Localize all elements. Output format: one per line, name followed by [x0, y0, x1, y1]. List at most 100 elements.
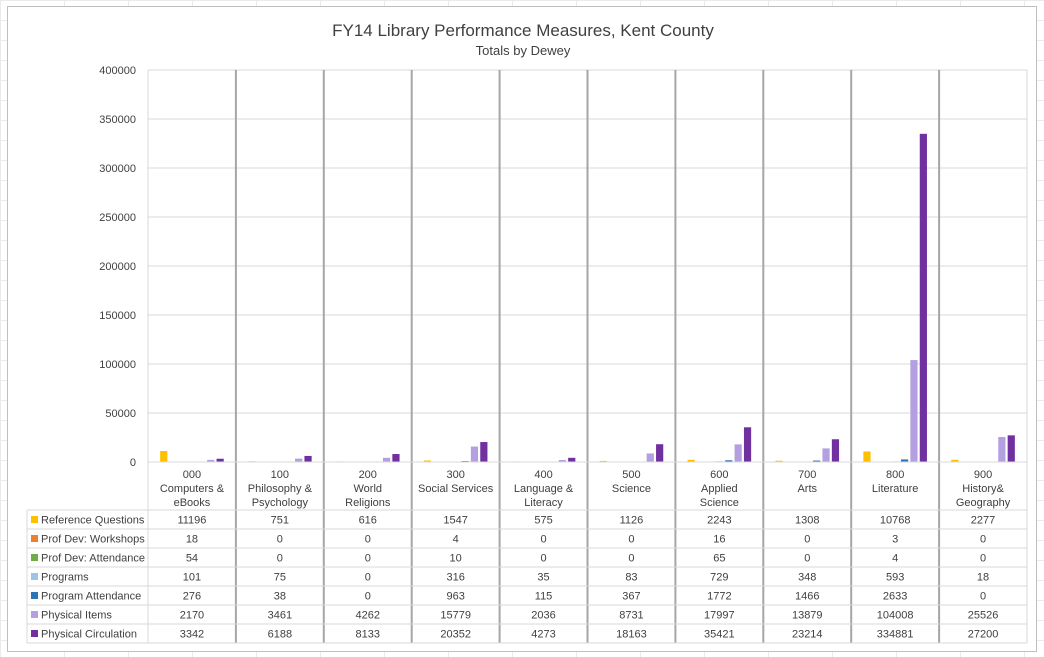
- table-cell: 10: [450, 553, 462, 565]
- bar: [725, 460, 733, 462]
- table-cell: 4: [892, 553, 898, 565]
- table-cell: 1466: [795, 591, 819, 603]
- category-label: Social Services: [418, 483, 494, 495]
- table-cell: 4262: [356, 610, 380, 622]
- table-cell: 2277: [971, 515, 995, 527]
- y-tick-label: 400000: [99, 65, 136, 77]
- legend-entry: Prof Dev: Attendance: [41, 553, 145, 565]
- table-cell: 0: [365, 572, 371, 584]
- table-cell: 0: [277, 553, 283, 565]
- category-label: World: [353, 483, 382, 495]
- bar: [558, 460, 566, 462]
- table-cell: 276: [183, 591, 201, 603]
- bar: [775, 460, 783, 462]
- category-label: 300: [446, 469, 464, 481]
- table-cell: 10768: [880, 515, 911, 527]
- table-cell: 751: [271, 515, 289, 527]
- bar: [423, 460, 432, 462]
- table-cell: 13879: [792, 610, 823, 622]
- legend-key: [31, 554, 38, 561]
- legend-entry: Program Attendance: [41, 591, 141, 603]
- bar: [687, 459, 695, 462]
- table-cell: 35421: [704, 629, 735, 641]
- bar: [951, 459, 959, 462]
- chart-title: FY14 Library Performance Measures, Kent …: [332, 21, 714, 40]
- table-cell: 0: [365, 534, 371, 546]
- table-cell: 316: [446, 572, 464, 584]
- table-cell: 104008: [877, 610, 914, 622]
- category-label: 100: [271, 469, 289, 481]
- table-cell: 75: [274, 572, 286, 584]
- legend-entry: Physical Circulation: [41, 629, 137, 641]
- bar: [900, 459, 909, 462]
- table-cell: 35: [537, 572, 549, 584]
- category-label: 900: [974, 469, 992, 481]
- category-label: Literature: [872, 483, 918, 495]
- legend-key: [31, 630, 38, 637]
- table-cell: 6188: [268, 629, 292, 641]
- table-cell: 18: [186, 534, 198, 546]
- bar: [646, 453, 654, 462]
- category-label: Geography: [956, 497, 1011, 509]
- bar: [831, 439, 840, 462]
- table-cell: 1308: [795, 515, 819, 527]
- y-tick-label: 250000: [99, 212, 136, 224]
- category-label: 200: [359, 469, 377, 481]
- category-label: eBooks: [174, 497, 211, 509]
- category-label: Psychology: [252, 497, 309, 509]
- table-cell: 8133: [356, 629, 380, 641]
- bar: [910, 360, 918, 462]
- table-cell: 3: [892, 534, 898, 546]
- category-label: Science: [612, 483, 651, 495]
- bar: [919, 133, 927, 462]
- chart-subtitle: Totals by Dewey: [475, 43, 571, 58]
- table-cell: 3342: [180, 629, 204, 641]
- y-tick-label: 0: [130, 457, 136, 469]
- legend-entry: Programs: [41, 572, 89, 584]
- table-cell: 0: [628, 534, 634, 546]
- y-tick-label: 150000: [99, 310, 136, 322]
- table-cell: 38: [274, 591, 286, 603]
- table-cell: 2243: [707, 515, 731, 527]
- table-cell: 3461: [268, 610, 292, 622]
- bar: [207, 459, 215, 462]
- legend-entry: Physical Items: [41, 610, 112, 622]
- table-cell: 54: [186, 553, 198, 565]
- table-cell: 0: [980, 553, 986, 565]
- table-cell: 25526: [968, 610, 999, 622]
- category-label: Literacy: [524, 497, 563, 509]
- chart-area[interactable]: FY14 Library Performance Measures, Kent …: [7, 6, 1037, 652]
- table-cell: 593: [886, 572, 904, 584]
- category-label: Computers &: [160, 483, 225, 495]
- table-cell: 1772: [707, 591, 731, 603]
- table-cell: 11196: [177, 515, 206, 527]
- table-cell: 65: [713, 553, 725, 565]
- bar: [480, 442, 488, 462]
- category-label: Arts: [797, 483, 817, 495]
- table-cell: 1126: [620, 515, 644, 527]
- table-cell: 0: [540, 553, 546, 565]
- y-tick-label: 300000: [99, 163, 136, 175]
- table-cell: 15779: [440, 610, 471, 622]
- category-label: 500: [622, 469, 640, 481]
- category-label: 700: [798, 469, 816, 481]
- legend-key: [31, 592, 38, 599]
- legend-key: [31, 535, 38, 542]
- category-label: Language &: [514, 483, 574, 495]
- table-cell: 0: [804, 534, 810, 546]
- table-cell: 0: [365, 591, 371, 603]
- bar: [599, 460, 607, 462]
- bar: [656, 444, 664, 462]
- legend-key: [31, 611, 38, 618]
- bar: [382, 457, 391, 462]
- bar: [998, 436, 1006, 462]
- table-cell: 0: [365, 553, 371, 565]
- table-cell: 4273: [531, 629, 555, 641]
- y-tick-label: 200000: [99, 261, 136, 273]
- category-label: 000: [183, 469, 201, 481]
- table-cell: 0: [804, 553, 810, 565]
- bar: [216, 458, 224, 462]
- bar: [392, 454, 400, 462]
- table-cell: 575: [534, 515, 552, 527]
- table-cell: 963: [446, 591, 464, 603]
